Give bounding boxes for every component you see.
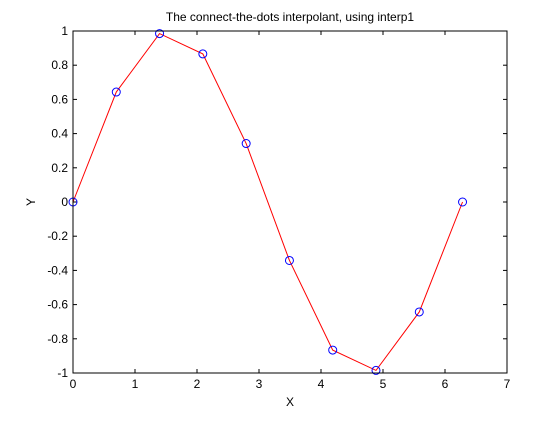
x-tick-label: 5 <box>380 377 387 391</box>
data-point <box>458 197 468 207</box>
y-tick-label: 0.2 <box>51 161 68 175</box>
x-tick-label: 7 <box>504 377 511 391</box>
x-axis-label: X <box>286 395 294 409</box>
data-point <box>414 307 424 317</box>
y-tick-label: -0.4 <box>47 263 68 277</box>
y-axis-label: Y <box>24 198 38 206</box>
y-tick-label: 1 <box>61 24 68 38</box>
data-point <box>155 29 165 39</box>
data-point <box>328 345 338 355</box>
y-tick-label: -0.8 <box>47 332 68 346</box>
chart-title: The connect-the-dots interpolant, using … <box>166 10 414 24</box>
y-tick-label: 0.4 <box>51 127 68 141</box>
x-tick-label: 2 <box>194 377 201 391</box>
y-tick-label: 0.6 <box>51 92 68 106</box>
data-point <box>198 49 208 59</box>
series-line <box>72 32 464 372</box>
y-tick-label: -0.2 <box>47 229 68 243</box>
x-tick-label: 1 <box>132 377 139 391</box>
data-point <box>284 255 294 265</box>
y-tick-label: -0.6 <box>47 298 68 312</box>
y-tick-label: 0 <box>61 195 68 209</box>
plot-frame <box>72 30 508 374</box>
data-point <box>371 365 381 375</box>
data-point <box>111 87 121 97</box>
plot-area <box>73 31 507 373</box>
x-tick-label: 4 <box>318 377 325 391</box>
y-tick-label: -1 <box>57 366 68 380</box>
data-point <box>241 139 251 149</box>
x-tick-label: 3 <box>256 377 263 391</box>
x-tick-label: 6 <box>442 377 449 391</box>
x-tick-label: 0 <box>70 377 77 391</box>
y-tick-label: 0.8 <box>51 58 68 72</box>
